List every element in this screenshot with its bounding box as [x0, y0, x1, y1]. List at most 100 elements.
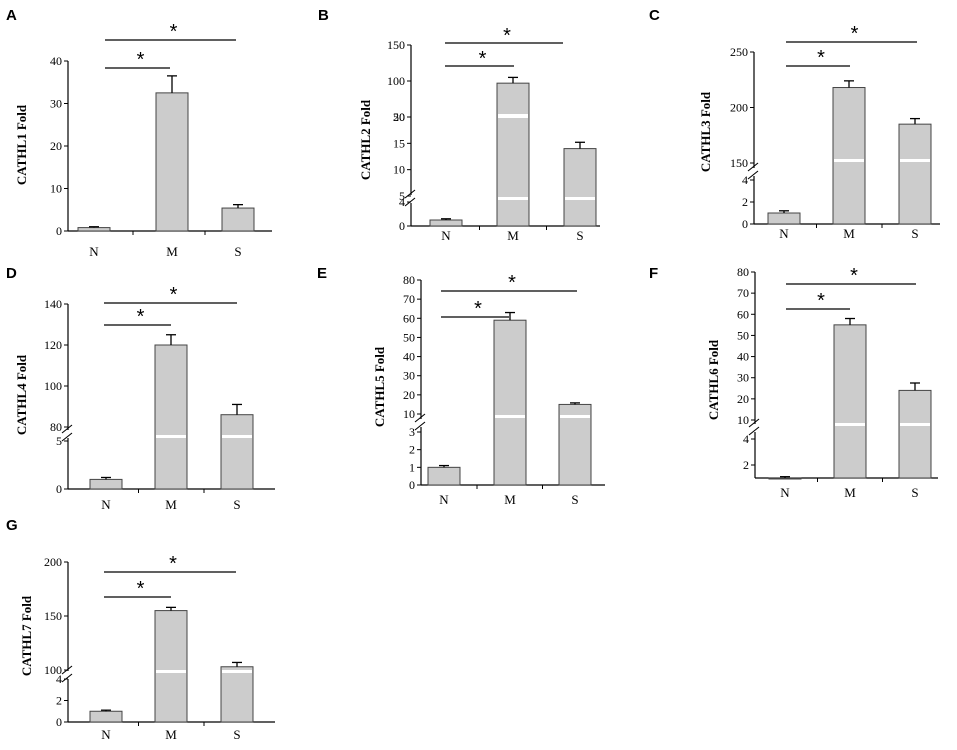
axis-break-mark: [747, 162, 759, 172]
y-tick-label: 5: [56, 434, 62, 448]
y-tick-label: 120: [44, 338, 62, 352]
y-tick-label: 70: [737, 286, 749, 300]
bar-break-gap: [565, 197, 595, 200]
y-tick-label: 20: [737, 392, 749, 406]
y-tick-label: 60: [403, 311, 415, 325]
bar-n: [77, 227, 111, 232]
bar-s: [898, 389, 932, 479]
y-tick-label: 4: [743, 432, 749, 446]
y-tick-label: 20: [403, 388, 415, 402]
category-label: M: [507, 228, 519, 243]
bar-m: [155, 92, 189, 232]
y-tick-label: 40: [403, 350, 415, 364]
category-label: M: [165, 497, 177, 512]
y-tick-label: 2: [743, 458, 749, 472]
y-axis-label: CATHL6 Fold: [706, 339, 721, 420]
bar-s: [563, 148, 597, 227]
y-tick-label: 140: [44, 297, 62, 311]
y-tick-label: 0: [56, 482, 62, 496]
y-tick-label: 80: [50, 420, 62, 434]
bar-break-gap: [900, 423, 930, 426]
y-tick-label: 100: [44, 379, 62, 393]
panel-label: F: [649, 265, 658, 282]
bar-break-gap: [560, 415, 590, 418]
axis-break-mark: [747, 170, 759, 180]
significance-star: *: [137, 578, 145, 600]
y-tick-label: 100: [387, 74, 405, 88]
y-tick-label: 20: [393, 110, 405, 124]
bar-break-gap: [498, 114, 528, 118]
bar-s: [898, 123, 932, 225]
y-tick-label: 5: [399, 189, 405, 203]
bar-break-gap: [156, 435, 186, 438]
y-tick-label: 0: [742, 217, 748, 231]
y-tick-label: 80: [403, 273, 415, 287]
bar-s: [220, 414, 254, 490]
category-label: S: [234, 244, 241, 259]
y-tick-label: 70: [403, 292, 415, 306]
bar-m: [496, 82, 530, 227]
y-tick-label: 50: [403, 330, 415, 344]
y-axis-label: CATHL3 Fold: [698, 91, 713, 172]
axis-break-mark: [414, 413, 426, 423]
panel-label: A: [6, 7, 17, 24]
bar-n: [89, 710, 123, 723]
bar-break-gap: [222, 435, 252, 438]
category-label: S: [233, 497, 240, 512]
category-label: N: [441, 228, 451, 243]
category-label: N: [101, 727, 111, 742]
y-tick-label: 0: [409, 478, 415, 492]
significance-star: *: [474, 298, 482, 320]
bar-n: [429, 219, 463, 227]
y-tick-label: 2: [56, 694, 62, 708]
panel-a: A CATHL1 Fold 0 10 20 30 40 N M S * *: [6, 7, 272, 259]
panel-label: G: [6, 517, 18, 534]
y-tick-label: 15: [393, 136, 405, 150]
bar-break-gap: [495, 415, 525, 418]
y-tick-label: 3: [409, 425, 415, 439]
axis-break-mark: [61, 432, 73, 442]
bar-break-gap: [834, 159, 864, 162]
y-axis-label: CATHL2 Fold: [358, 99, 373, 180]
panel-c: C CATHL3 Fold 0 2 4 150 200 250 N M S * *: [649, 7, 940, 241]
bar-s: [221, 207, 255, 232]
axis-break-mark: [748, 418, 760, 428]
y-tick-label: 4: [742, 173, 748, 187]
y-tick-label: 40: [50, 54, 62, 68]
category-label: M: [843, 226, 855, 241]
panel-label: C: [649, 7, 660, 24]
category-label: N: [101, 497, 111, 512]
panel-label: D: [6, 265, 17, 282]
bar-n: [427, 466, 461, 486]
bar-s: [220, 666, 254, 723]
y-tick-label: 10: [393, 163, 405, 177]
y-axis-label: CATHL4 Fold: [14, 354, 29, 435]
category-label: M: [165, 727, 177, 742]
y-tick-label: 10: [403, 407, 415, 421]
axis-break-mark: [748, 426, 760, 436]
bar-m: [493, 319, 527, 486]
category-label: S: [571, 492, 578, 507]
y-tick-label: 0: [56, 224, 62, 238]
significance-star: *: [817, 290, 825, 312]
panel-label: E: [317, 265, 327, 282]
bar-n: [89, 478, 123, 490]
y-tick-label: 150: [387, 38, 405, 52]
panel-d: D CATHL4 Fold 0 580 100 120 140 N M S * *: [6, 265, 275, 512]
significance-star: *: [479, 48, 487, 70]
y-tick-label: 40: [737, 350, 749, 364]
y-tick-label: 4: [399, 195, 405, 209]
y-tick-label: 1: [409, 460, 415, 474]
significance-star: *: [503, 25, 511, 47]
category-label: S: [911, 485, 918, 500]
category-label: M: [504, 492, 516, 507]
y-tick-label: 150: [730, 156, 748, 170]
category-label: N: [439, 492, 449, 507]
y-tick-label: 200: [44, 555, 62, 569]
bar-n: [768, 477, 802, 480]
category-label: M: [166, 244, 178, 259]
y-tick-label: 200: [730, 101, 748, 115]
significance-star: *: [170, 21, 178, 43]
